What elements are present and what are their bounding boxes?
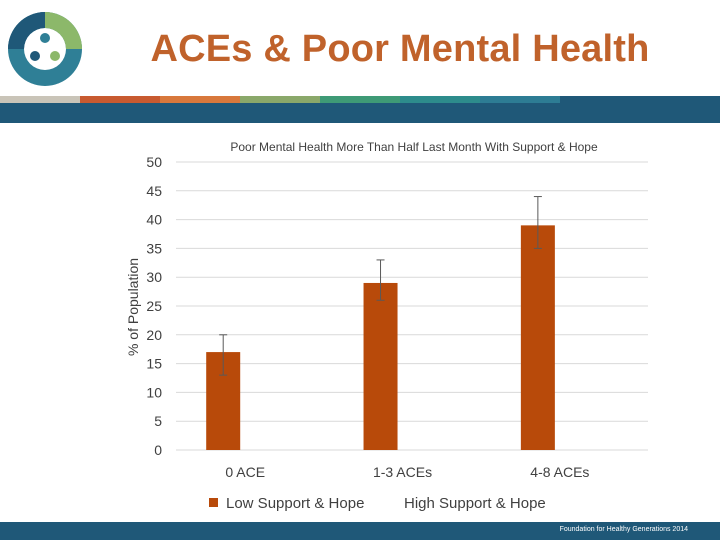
- stripe-segment: [320, 96, 400, 103]
- y-tick-label: 45: [146, 183, 162, 199]
- y-tick-label: 20: [146, 327, 162, 343]
- header-band: [0, 103, 720, 123]
- y-tick-label: 40: [146, 212, 162, 228]
- legend-swatch-low: [209, 498, 218, 507]
- organization-logo-icon: [8, 12, 82, 86]
- stripe-segment: [0, 96, 80, 103]
- stripe-segment: [160, 96, 240, 103]
- y-axis-label: % of Population: [125, 258, 141, 356]
- stripe-segment: [560, 96, 640, 103]
- bar-low-support: [520, 225, 555, 450]
- slide-title: ACEs & Poor Mental Health: [150, 28, 650, 70]
- stripe-segment: [480, 96, 560, 103]
- footer-band: Foundation for Healthy Generations 2014: [0, 522, 720, 540]
- x-tick-label: 4-8 ACEs: [530, 464, 589, 480]
- stripe-segment: [400, 96, 480, 103]
- y-tick-label: 5: [154, 413, 162, 429]
- chart-title: Poor Mental Health More Than Half Last M…: [230, 140, 598, 154]
- y-tick-label: 35: [146, 240, 162, 256]
- bar-low-support: [363, 282, 398, 450]
- y-tick-label: 15: [146, 356, 162, 372]
- stripe-segment: [640, 96, 720, 103]
- y-tick-label: 10: [146, 384, 162, 400]
- decorative-color-stripe: [0, 96, 720, 103]
- legend-label-low: Low Support & Hope: [226, 495, 364, 512]
- legend-label-high: High Support & Hope: [404, 495, 546, 512]
- y-tick-label: 0: [154, 442, 162, 458]
- footer-credit: Foundation for Healthy Generations 2014: [559, 526, 688, 533]
- stripe-segment: [80, 96, 160, 103]
- x-tick-label: 1-3 ACEs: [373, 464, 432, 480]
- x-tick-label: 0 ACE: [225, 464, 265, 480]
- y-tick-label: 30: [146, 269, 162, 285]
- stripe-segment: [240, 96, 320, 103]
- y-tick-label: 25: [146, 298, 162, 314]
- y-tick-label: 50: [146, 154, 162, 170]
